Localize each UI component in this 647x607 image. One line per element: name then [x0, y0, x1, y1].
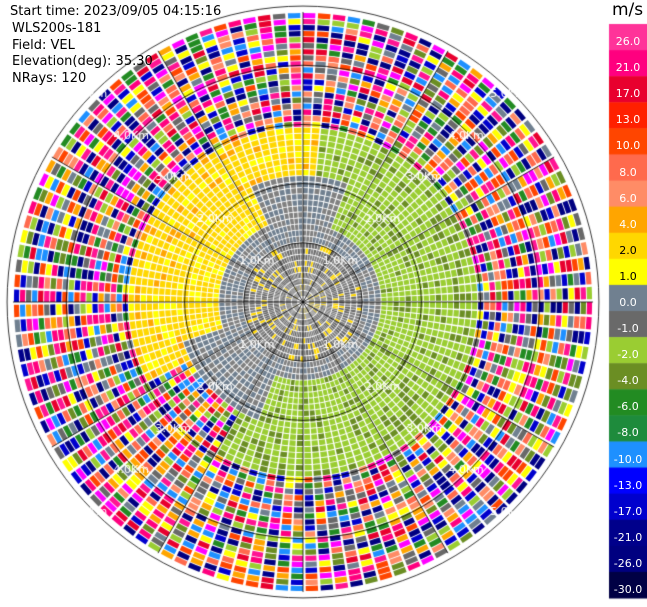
colorbar-tick-label: -4.0: [617, 374, 639, 388]
colorbar-tick-label: 17.0: [615, 87, 641, 101]
colorbar-tick-label: 26.0: [615, 35, 641, 49]
field-text: Field: VEL: [12, 38, 75, 53]
colorbar-tick-label: 8.0: [619, 165, 637, 179]
nrays-text: NRays: 120: [12, 71, 87, 86]
colorbar-tick-label: -21.0: [613, 530, 643, 544]
elevation-text: Elevation(deg): 35.30: [12, 54, 153, 69]
colorbar-tick-label: 2.0: [619, 243, 637, 257]
colorbar-tick-label: -8.0: [617, 426, 639, 440]
colorbar-tick-label: 6.0: [619, 191, 637, 205]
colorbar-tick-label: -6.0: [617, 400, 639, 414]
colorbar-tick-label: 10.0: [615, 139, 641, 153]
colorbar-tick-label: -30.0: [613, 582, 643, 596]
colorbar-tick-label: 21.0: [615, 61, 641, 75]
colorbar-tick-label: -26.0: [613, 556, 643, 570]
colorbar-tick-label: -1.0: [617, 322, 639, 336]
colorbar-tick-label: 0.0: [619, 295, 637, 309]
colorbar-tick-label: -13.0: [613, 478, 643, 492]
colorbar-tick-label: 1.0: [619, 269, 637, 283]
colorbar-tick-label: -17.0: [613, 504, 643, 518]
site-text: WLS200s-181: [12, 21, 102, 36]
colorbar-tick-label: -2.0: [617, 348, 639, 362]
colorbar-tick-label: 13.0: [615, 113, 641, 127]
colorbar-unit: m/s: [612, 0, 644, 20]
colorbar-tick-label: -10.0: [613, 452, 643, 466]
colorbar-tick-label: 4.0: [619, 217, 637, 231]
start-time-text: Start time: 2023/09/05 04:15:16: [10, 4, 222, 19]
